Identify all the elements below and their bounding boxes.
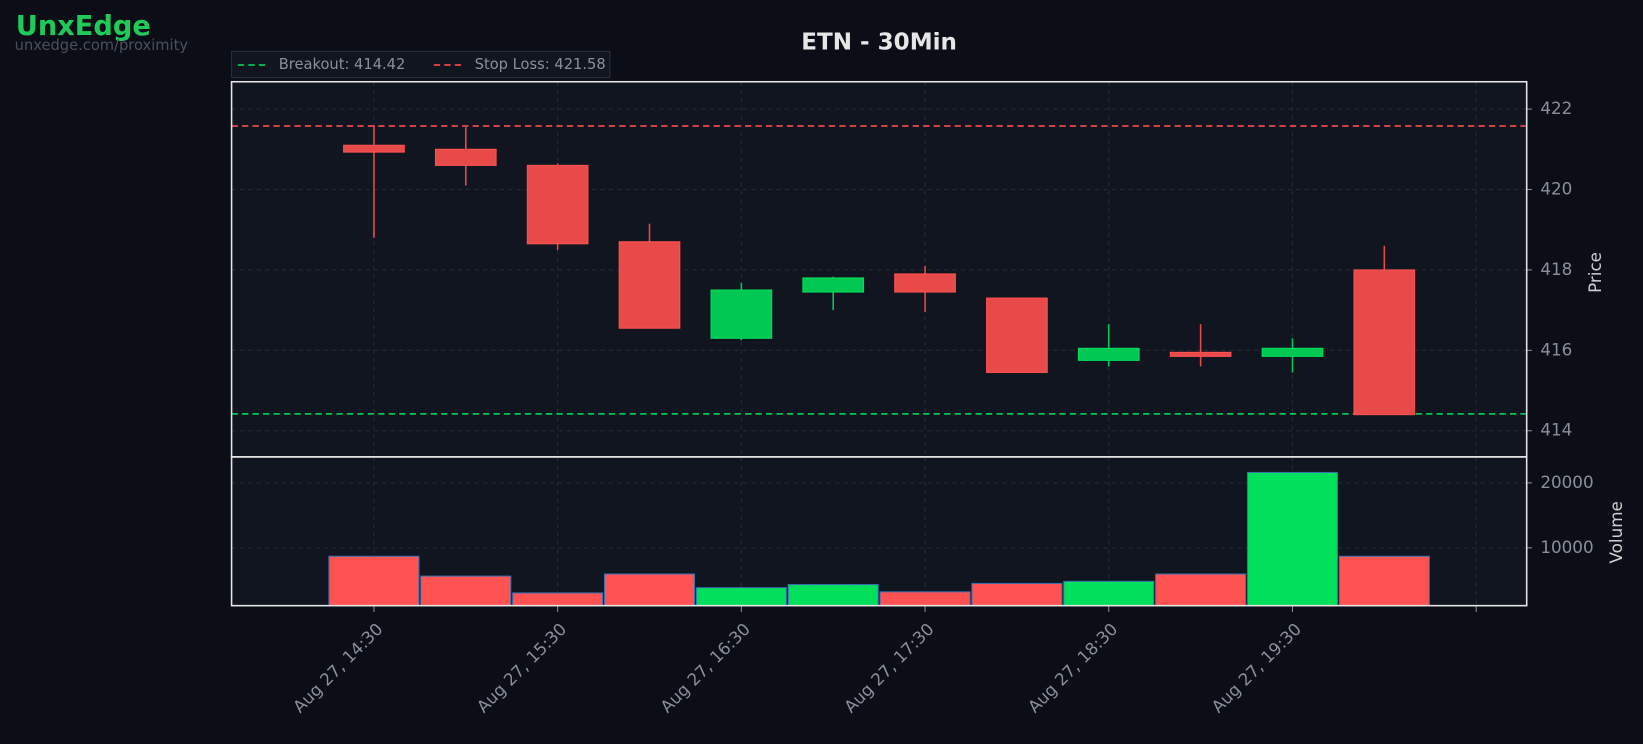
price-panel: [231, 81, 1527, 457]
y-tick-label: 20000: [1540, 472, 1593, 492]
volume-bar: [603, 573, 696, 607]
brand: UnxEdge: [16, 11, 151, 42]
candle-body: [802, 277, 865, 293]
legend-label: Breakout: 414.42: [279, 56, 406, 73]
candle-body: [710, 289, 773, 339]
y-tick-label: 422: [1540, 98, 1572, 118]
candle-body: [526, 164, 589, 245]
y-axis-label: Price: [1585, 252, 1605, 293]
volume-frame: [230, 456, 1528, 607]
candle-body: [1353, 269, 1416, 416]
volume-bar: [879, 591, 971, 607]
volume-bar: [1338, 555, 1430, 607]
volume-bar: [971, 582, 1063, 607]
volume-bar: [420, 575, 512, 607]
volume-bar: [1063, 580, 1155, 607]
volume-bar: [328, 555, 420, 607]
volume-bar: [695, 587, 787, 607]
y-tick-label: 414: [1540, 420, 1572, 440]
chart-title: ETN - 30Min: [801, 29, 957, 55]
candle-body: [986, 297, 1048, 373]
volume-bar: [1155, 573, 1247, 607]
y-tick-label: 10000: [1540, 537, 1593, 557]
volume-axis-label: Volume: [1606, 501, 1626, 563]
candle-body: [1077, 347, 1140, 361]
brand-url: unxedge.com/proximity: [15, 37, 189, 54]
candle-body: [1261, 347, 1324, 357]
candle-body: [618, 241, 681, 329]
candle-body: [1169, 351, 1232, 357]
y-tick-label: 416: [1540, 339, 1572, 359]
volume-bar: [1246, 471, 1338, 607]
y-tick-label: 418: [1540, 259, 1572, 279]
legend: [231, 50, 611, 79]
legend-label: Stop Loss: 421.58: [475, 56, 606, 73]
volume-bar: [512, 592, 604, 607]
candle-body: [894, 273, 956, 293]
volume-bar: [787, 584, 879, 607]
y-tick-label: 420: [1540, 179, 1572, 199]
candle-body: [434, 148, 497, 166]
candle-body: [343, 144, 405, 153]
